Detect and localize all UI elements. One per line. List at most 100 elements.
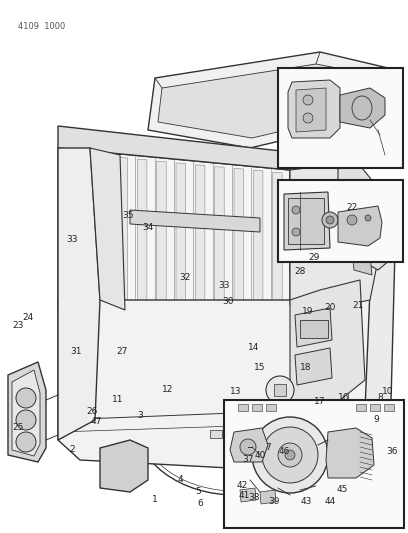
Circle shape xyxy=(16,388,36,408)
Bar xyxy=(210,430,222,438)
Circle shape xyxy=(365,215,371,221)
Circle shape xyxy=(16,432,36,452)
Bar xyxy=(370,404,380,411)
Bar xyxy=(274,384,286,396)
Text: 40: 40 xyxy=(254,451,266,461)
Text: 8: 8 xyxy=(377,393,383,402)
Bar xyxy=(278,68,403,168)
Polygon shape xyxy=(176,163,186,306)
Circle shape xyxy=(285,450,295,460)
Text: 42: 42 xyxy=(236,481,248,489)
Text: 25: 25 xyxy=(12,424,24,432)
Circle shape xyxy=(240,439,256,455)
Text: 18: 18 xyxy=(300,364,312,373)
Polygon shape xyxy=(8,362,46,462)
Polygon shape xyxy=(58,126,290,170)
Circle shape xyxy=(252,417,328,493)
Bar xyxy=(238,404,248,411)
Text: 24: 24 xyxy=(22,313,33,322)
Polygon shape xyxy=(326,428,374,478)
Polygon shape xyxy=(280,375,345,465)
Text: 11: 11 xyxy=(112,395,124,405)
Text: 28: 28 xyxy=(294,268,306,277)
Text: 14: 14 xyxy=(248,343,259,352)
Text: 46: 46 xyxy=(278,448,290,456)
Polygon shape xyxy=(58,148,100,440)
Text: 9: 9 xyxy=(373,416,379,424)
Text: 44: 44 xyxy=(324,497,336,506)
Polygon shape xyxy=(130,210,260,232)
Circle shape xyxy=(346,226,354,234)
Text: 37: 37 xyxy=(242,456,254,464)
Circle shape xyxy=(322,212,338,228)
Text: 31: 31 xyxy=(70,348,82,357)
Polygon shape xyxy=(99,156,108,306)
Bar xyxy=(356,404,366,411)
Text: 27: 27 xyxy=(116,348,128,357)
Polygon shape xyxy=(253,171,263,306)
Bar xyxy=(288,198,324,244)
Text: 20: 20 xyxy=(324,303,336,312)
Polygon shape xyxy=(118,157,128,306)
Polygon shape xyxy=(290,165,380,310)
Polygon shape xyxy=(60,152,69,306)
Circle shape xyxy=(292,228,300,236)
Text: 1: 1 xyxy=(152,496,158,505)
Text: 16: 16 xyxy=(338,393,350,402)
Polygon shape xyxy=(158,64,380,138)
Bar xyxy=(224,400,404,528)
Polygon shape xyxy=(234,168,244,306)
Polygon shape xyxy=(290,175,395,460)
Circle shape xyxy=(347,215,357,225)
Polygon shape xyxy=(58,280,390,468)
Text: 5: 5 xyxy=(195,488,201,497)
Polygon shape xyxy=(100,440,148,492)
Bar xyxy=(300,320,328,338)
Polygon shape xyxy=(12,370,40,456)
Text: 19: 19 xyxy=(302,308,314,317)
Polygon shape xyxy=(260,490,276,504)
Polygon shape xyxy=(240,420,330,490)
Text: 26: 26 xyxy=(86,408,98,416)
Text: 36: 36 xyxy=(386,448,398,456)
Circle shape xyxy=(326,216,334,224)
Polygon shape xyxy=(195,165,205,306)
Text: 33: 33 xyxy=(218,280,230,289)
Bar xyxy=(252,404,262,411)
Polygon shape xyxy=(288,80,340,138)
Polygon shape xyxy=(295,308,332,347)
Circle shape xyxy=(16,410,36,430)
Text: 21: 21 xyxy=(353,301,364,310)
Polygon shape xyxy=(240,488,256,502)
Text: 30: 30 xyxy=(222,297,234,306)
Polygon shape xyxy=(230,428,268,462)
Text: 15: 15 xyxy=(254,364,266,373)
Polygon shape xyxy=(338,206,382,246)
Text: 39: 39 xyxy=(268,497,280,506)
Polygon shape xyxy=(90,148,125,310)
Circle shape xyxy=(292,206,300,214)
Circle shape xyxy=(303,113,313,123)
Polygon shape xyxy=(352,250,372,275)
Polygon shape xyxy=(338,165,390,270)
Text: 32: 32 xyxy=(179,273,191,282)
Text: 4109  1000: 4109 1000 xyxy=(18,22,65,31)
Circle shape xyxy=(303,95,313,105)
Bar xyxy=(278,180,403,262)
Text: 7: 7 xyxy=(265,443,271,453)
Text: 34: 34 xyxy=(142,223,154,232)
Polygon shape xyxy=(79,154,89,306)
Text: 41: 41 xyxy=(238,491,250,500)
Polygon shape xyxy=(340,88,385,128)
Polygon shape xyxy=(215,167,224,306)
Text: 13: 13 xyxy=(230,387,242,397)
Bar xyxy=(266,404,276,411)
Text: 2: 2 xyxy=(69,446,75,455)
Circle shape xyxy=(278,443,302,467)
Text: 38: 38 xyxy=(248,494,260,503)
Text: 29: 29 xyxy=(308,254,320,262)
Text: 47: 47 xyxy=(90,417,102,426)
Polygon shape xyxy=(137,159,147,306)
Text: 45: 45 xyxy=(336,486,348,495)
Polygon shape xyxy=(296,88,326,132)
